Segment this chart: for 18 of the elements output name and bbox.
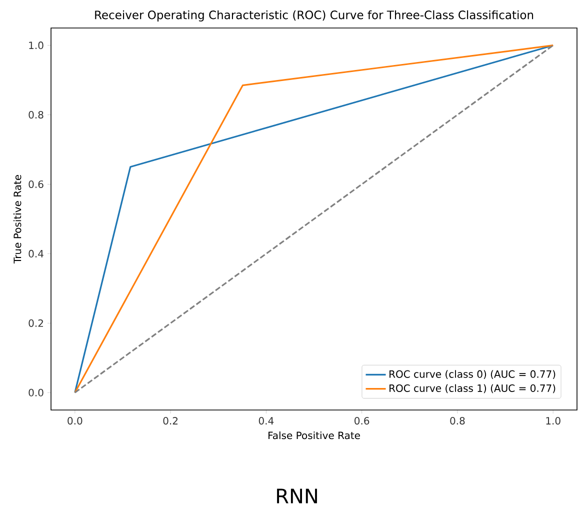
x-tick-label: 0.8 <box>450 417 465 425</box>
chart-title: Receiver Operating Characteristic (ROC) Curve for Three-Class Classification <box>95 10 534 22</box>
x-tick-label: 0.2 <box>163 417 178 425</box>
y-tick-label: 0.6 <box>28 180 44 188</box>
y-tick-label: 0.8 <box>28 111 44 119</box>
x-tick-label: 1.0 <box>546 417 560 425</box>
legend-label: ROC curve (class 0) (AUC = 0.77) <box>390 370 556 380</box>
x-tick-label: 0.0 <box>68 417 82 425</box>
x-axis-title: False Positive Rate <box>268 431 360 440</box>
legend-label: ROC curve (class 1) (AUC = 0.77) <box>390 384 556 394</box>
y-tick-label: 1.0 <box>29 42 44 50</box>
y-axis-title: True Positive Rate <box>13 174 22 264</box>
x-tick-label: 0.6 <box>354 417 370 425</box>
y-tick-label: 0.4 <box>28 250 44 258</box>
y-tick-label: 0.0 <box>28 388 44 396</box>
text: RNN <box>277 488 317 504</box>
y-tick-label: 0.2 <box>28 319 43 327</box>
x-tick-label: 0.4 <box>258 417 274 425</box>
